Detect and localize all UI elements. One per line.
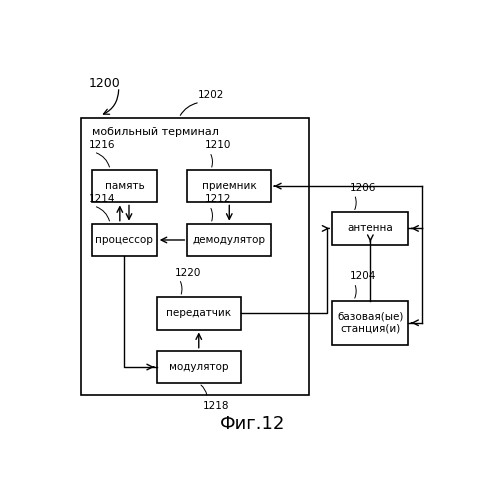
Bar bbox=[92, 224, 157, 256]
Text: базовая(ые)
станция(и): базовая(ые) станция(и) bbox=[337, 312, 403, 334]
Text: процессор: процессор bbox=[95, 235, 154, 245]
Text: мобильный терминал: мобильный терминал bbox=[92, 128, 219, 138]
Text: 1218: 1218 bbox=[203, 400, 229, 410]
Text: 1216: 1216 bbox=[89, 140, 116, 150]
Text: 1202: 1202 bbox=[198, 90, 224, 101]
Text: 1212: 1212 bbox=[205, 194, 232, 204]
Text: память: память bbox=[104, 181, 144, 191]
Text: Фиг.12: Фиг.12 bbox=[219, 416, 285, 434]
Text: 1200: 1200 bbox=[88, 78, 120, 90]
Text: приемник: приемник bbox=[202, 181, 257, 191]
Bar bbox=[157, 297, 241, 330]
Text: 1220: 1220 bbox=[175, 268, 201, 278]
Text: передатчик: передатчик bbox=[166, 308, 231, 318]
Bar bbox=[187, 170, 271, 202]
Bar bbox=[157, 350, 241, 384]
Bar bbox=[332, 212, 408, 245]
Text: 1206: 1206 bbox=[350, 183, 376, 193]
Text: 1214: 1214 bbox=[89, 194, 116, 204]
Bar bbox=[332, 300, 408, 345]
Text: модулятор: модулятор bbox=[169, 362, 228, 372]
Bar bbox=[92, 170, 157, 202]
Text: 1210: 1210 bbox=[205, 140, 231, 150]
Text: 1204: 1204 bbox=[350, 272, 376, 281]
Text: антенна: антенна bbox=[347, 224, 393, 234]
Bar bbox=[81, 118, 309, 395]
Bar bbox=[187, 224, 271, 256]
Text: демодулятор: демодулятор bbox=[193, 235, 266, 245]
